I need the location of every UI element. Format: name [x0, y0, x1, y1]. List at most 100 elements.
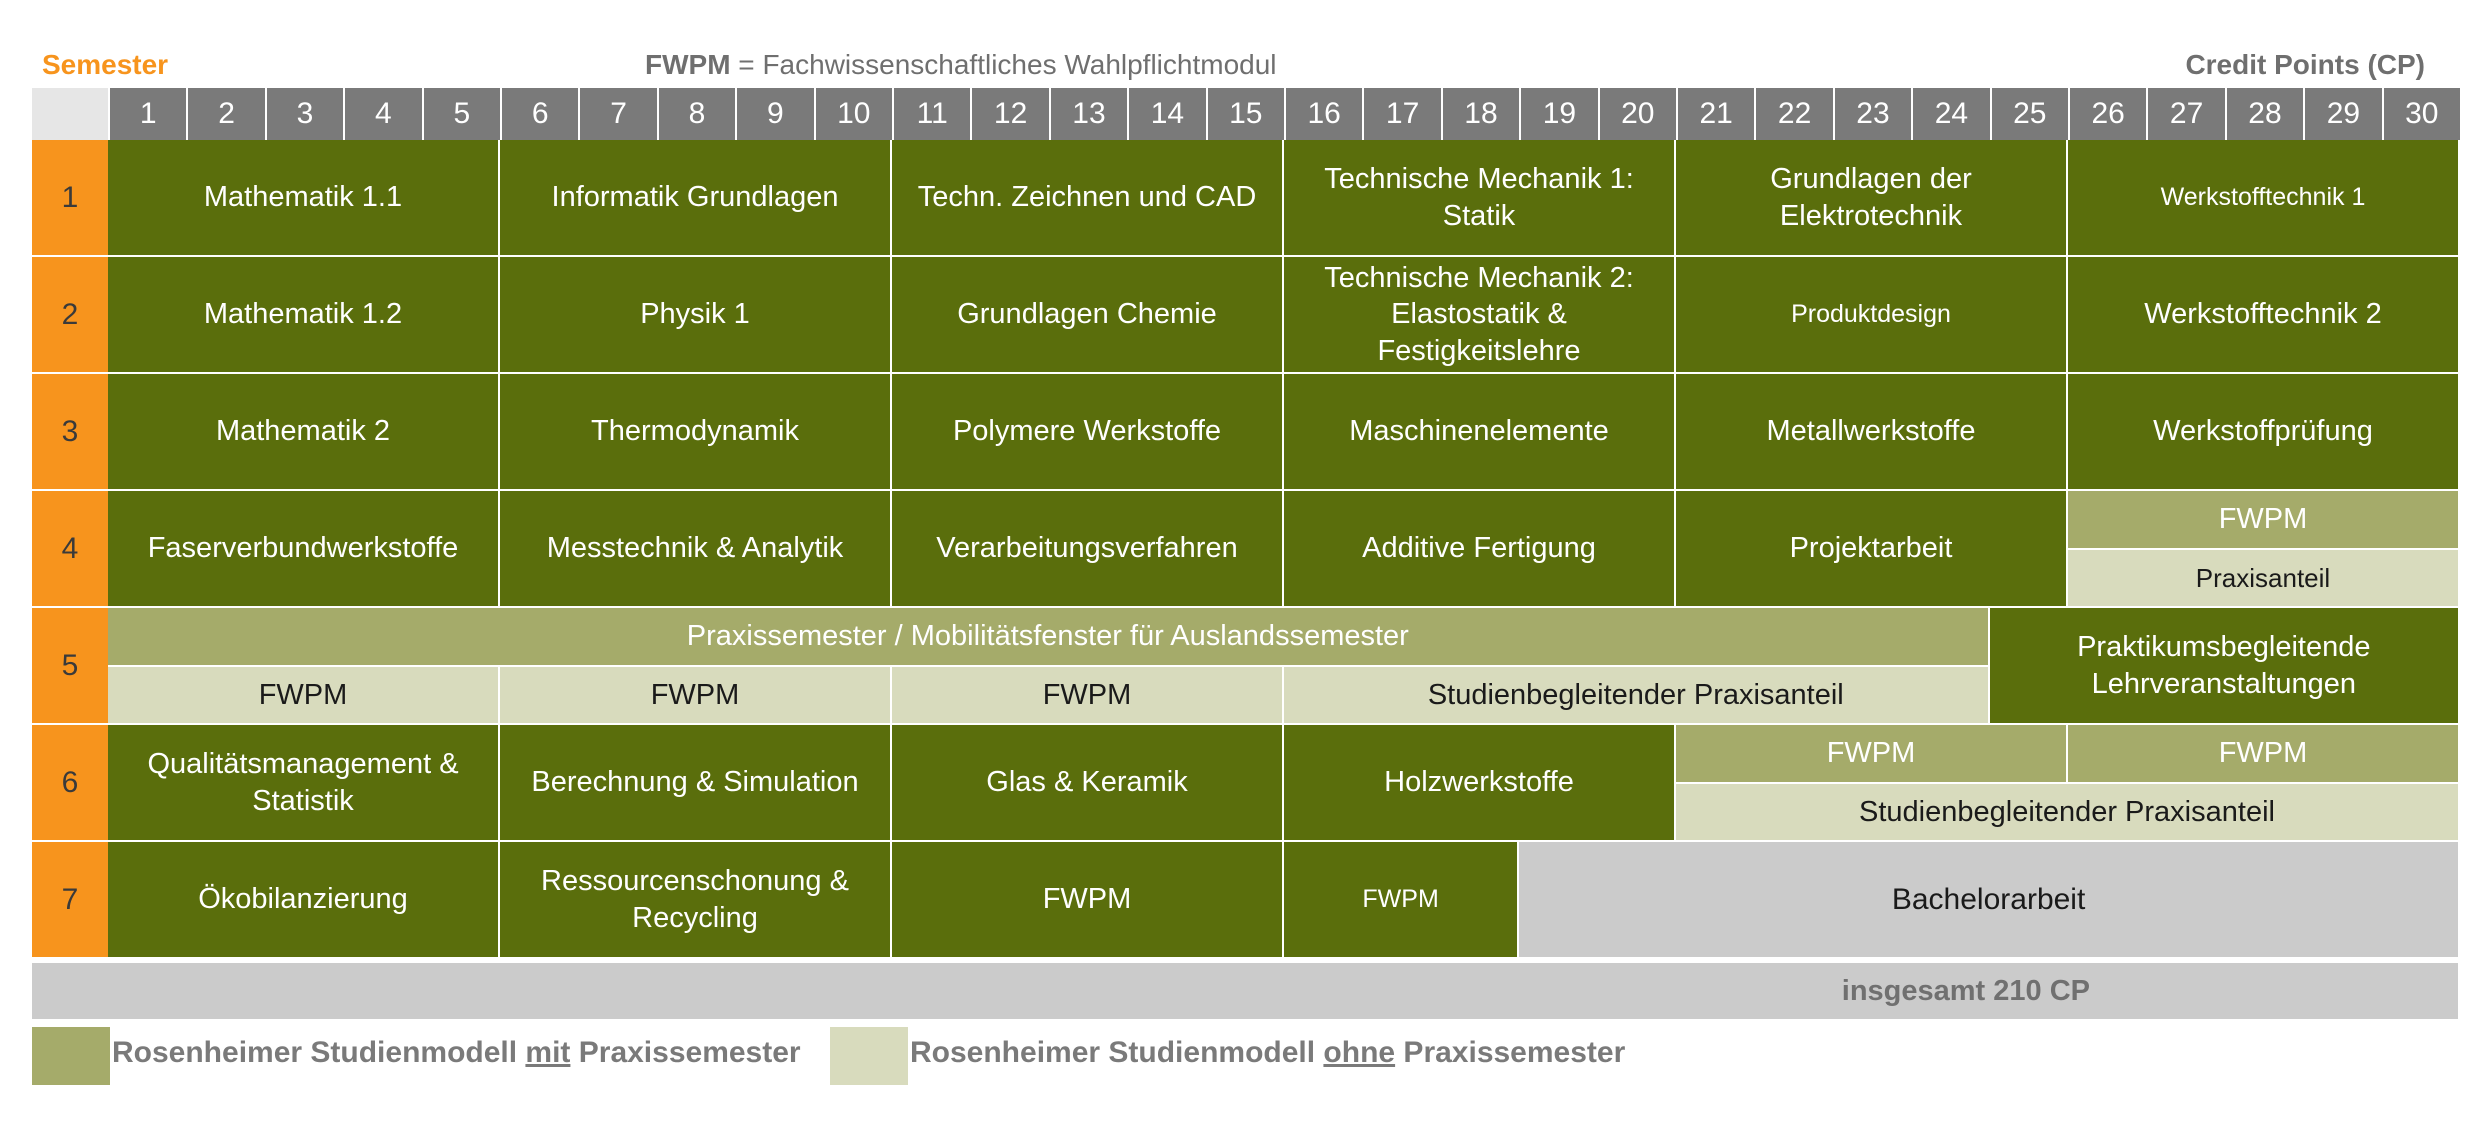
- credit-point-number: 6: [500, 88, 579, 140]
- legend-swatch-without-practice: [830, 1027, 908, 1085]
- total-credits-bar: insgesamt 210 CP: [32, 963, 2458, 1019]
- semester-number: 5: [32, 608, 108, 725]
- credit-point-number: 25: [1989, 88, 2068, 140]
- module-label: Ressourcenschonung & Recycling: [541, 865, 849, 934]
- fwpm-definition: FWPM = Fachwissenschaftliches Wahlpflich…: [645, 44, 1277, 86]
- module-label: Faserverbundwerkstoffe: [147, 532, 459, 565]
- module-cell: Praxisanteil: [2068, 549, 2460, 608]
- credit-point-number: 19: [1519, 88, 1598, 140]
- semester-number: 3: [32, 374, 108, 491]
- module-label: FWPM: [1042, 883, 1132, 916]
- module-cell: Thermodynamik: [500, 374, 892, 491]
- module-cell: Informatik Grundlagen: [500, 140, 892, 257]
- fwpm-definition-text: Fachwissenschaftliches Wahlpflichtmodul: [762, 49, 1277, 80]
- semester-number: 1: [32, 140, 108, 257]
- module-cell: Glas & Keramik: [892, 725, 1284, 842]
- module-label: Praktikumsbegleitende Lehrveranstaltunge…: [2077, 631, 2371, 700]
- module-cell: FWPM: [1284, 842, 1520, 959]
- legend-with-suffix: Praxissemester: [570, 1036, 801, 1069]
- module-label: Technische Mechanik 1: Statik: [1324, 163, 1634, 232]
- module-label: Thermodynamik: [591, 415, 799, 448]
- module-cell: Technische Mechanik 1: Statik: [1284, 140, 1676, 257]
- module-cell: Mathematik 1.2: [108, 257, 500, 374]
- module-label: Mathematik 2: [215, 415, 391, 448]
- module-cell: Qualitätsmanagement & Statistik: [108, 725, 500, 842]
- module-cell: Maschinenelemente: [1284, 374, 1676, 491]
- credit-point-number: 24: [1911, 88, 1990, 140]
- module-label: Messtechnik & Analytik: [546, 532, 844, 565]
- module-label: Metallwerkstoffe: [1766, 415, 1976, 448]
- credit-point-number: 3: [264, 88, 344, 140]
- module-label: FWPM: [1826, 737, 1916, 770]
- module-label: Mathematik 1.1: [203, 181, 403, 214]
- module-label: Qualitätsmanagement & Statistik: [147, 748, 459, 817]
- legend-with-key: mit: [525, 1036, 571, 1069]
- module-cell: Mathematik 2: [108, 374, 500, 491]
- module-cell: Ressourcenschonung & Recycling: [500, 842, 892, 959]
- module-label: Polymere Werkstoffe: [952, 415, 1222, 448]
- module-label: Verarbeitungsverfahren: [936, 532, 1238, 565]
- module-label: Ökobilanzierung: [198, 883, 408, 916]
- module-cell: Messtechnik & Analytik: [500, 491, 892, 608]
- credit-point-number: 15: [1205, 88, 1284, 140]
- module-label: Werkstofftechnik 1: [2160, 182, 2366, 211]
- module-label: Bachelorarbeit: [1891, 882, 2086, 916]
- legend-label-without-practice: Rosenheimer Studienmodell ohne Praxissem…: [910, 1024, 1625, 1082]
- credit-point-number: 27: [2146, 88, 2225, 140]
- credit-point-number: 26: [2068, 88, 2147, 140]
- module-cell: Additive Fertigung: [1284, 491, 1676, 608]
- module-label: Techn. Zeichnen und CAD: [917, 181, 1257, 214]
- module-cell: Projektarbeit: [1676, 491, 2068, 608]
- module-label: Studienbegleitender Praxisanteil: [1427, 678, 1844, 711]
- credit-point-number: 12: [970, 88, 1049, 140]
- module-label: Studienbegleitender Praxisanteil: [1859, 795, 2275, 828]
- module-cell: Verarbeitungsverfahren: [892, 491, 1284, 608]
- module-cell: Bachelorarbeit: [1519, 842, 2460, 959]
- module-label: Werkstofftechnik 2: [2144, 298, 2382, 331]
- module-label: Produktdesign: [1791, 299, 1951, 328]
- module-label: Berechnung & Simulation: [531, 766, 859, 799]
- module-cell: Studienbegleitender Praxisanteil: [1676, 783, 2460, 842]
- credit-point-number: 21: [1676, 88, 1755, 140]
- module-label: Praxissemester / Mobilitätsfenster für A…: [686, 620, 1409, 653]
- module-cell: FWPM: [500, 666, 892, 725]
- module-cell: Technische Mechanik 2: Elastostatik & Fe…: [1284, 257, 1676, 374]
- module-cell: Faserverbundwerkstoffe: [108, 491, 500, 608]
- credit-point-number: 8: [656, 88, 736, 140]
- module-label: Grundlagen Chemie: [957, 298, 1217, 331]
- credit-point-number: 17: [1362, 88, 1441, 140]
- module-label: Glas & Keramik: [986, 766, 1188, 799]
- module-label: FWPM: [650, 678, 740, 711]
- module-cell: Grundlagen der Elektrotechnik: [1676, 140, 2068, 257]
- fwpm-equals: =: [730, 49, 763, 80]
- module-cell: Werkstofftechnik 2: [2068, 257, 2460, 374]
- module-cell: Techn. Zeichnen und CAD: [892, 140, 1284, 257]
- semester-number: 6: [32, 725, 108, 842]
- module-cell: Praxissemester / Mobilitätsfenster für A…: [108, 608, 1990, 667]
- module-cell: Studienbegleitender Praxisanteil: [1284, 666, 1990, 725]
- module-label: Additive Fertigung: [1362, 532, 1596, 565]
- module-label: Holzwerkstoffe: [1384, 766, 1574, 799]
- module-cell: FWPM: [2068, 491, 2460, 550]
- module-label: Projektarbeit: [1789, 532, 1953, 565]
- module-cell: Werkstofftechnik 1: [2068, 140, 2460, 257]
- credit-point-number: 11: [892, 88, 971, 140]
- module-label: FWPM: [1042, 678, 1132, 711]
- module-cell: Physik 1: [500, 257, 892, 374]
- credit-point-number: 7: [578, 88, 657, 140]
- module-cell: FWPM: [892, 842, 1284, 959]
- credit-point-number: 14: [1127, 88, 1206, 140]
- module-cell: Ökobilanzierung: [108, 842, 500, 959]
- semester-number: 7: [32, 842, 108, 959]
- module-label: Maschinenelemente: [1349, 415, 1609, 448]
- module-cell: FWPM: [1676, 725, 2068, 784]
- module-cell: Berechnung & Simulation: [500, 725, 892, 842]
- credit-points-axis-label: Credit Points (CP): [2185, 49, 2425, 80]
- module-label: FWPM: [2218, 503, 2308, 536]
- module-label: Physik 1: [640, 298, 750, 331]
- module-label: FWPM: [2218, 737, 2308, 770]
- credit-point-number: 13: [1048, 88, 1128, 140]
- credit-point-number: 22: [1754, 88, 1833, 140]
- legend-swatch-with-practice: [32, 1027, 110, 1085]
- credit-point-number: 16: [1284, 88, 1363, 140]
